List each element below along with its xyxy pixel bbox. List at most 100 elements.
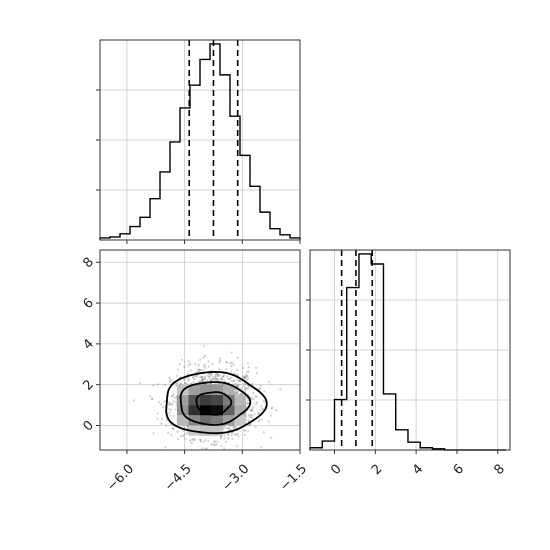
scatter-point	[210, 443, 213, 446]
scatter-point	[204, 366, 207, 369]
scatter-point	[244, 387, 247, 390]
scatter-point	[213, 443, 216, 447]
scatter-point	[217, 375, 220, 378]
scatter-point	[226, 375, 229, 378]
density-cell	[234, 394, 247, 406]
scatter-point	[230, 370, 233, 373]
scatter-point	[226, 432, 230, 436]
scatter-point	[255, 371, 258, 374]
density-cell	[188, 394, 200, 406]
density-cell	[211, 405, 224, 416]
scatter-point	[201, 378, 204, 381]
scatter-point	[203, 345, 206, 348]
scatter-point	[270, 407, 273, 410]
param1-histogram-steps	[309, 253, 506, 451]
scatter-point	[255, 401, 259, 404]
scatter-point	[171, 395, 174, 398]
scatter-point	[197, 368, 201, 372]
scatter-point	[175, 384, 178, 388]
param1-xtick-label-3: 6	[451, 462, 467, 478]
scatter-point	[225, 368, 228, 371]
scatter-point	[254, 403, 258, 406]
param0-histogram-steps	[99, 43, 301, 240]
scatter-point	[223, 373, 226, 376]
scatter-point	[233, 379, 236, 382]
scatter-point	[261, 407, 265, 411]
density-cell	[234, 415, 247, 426]
scatter-point	[246, 402, 249, 405]
scatter-point	[249, 396, 252, 399]
scatter-point	[244, 376, 247, 379]
joint-density-cells	[176, 384, 247, 436]
scatter-point	[195, 375, 198, 378]
scatter-point	[192, 376, 195, 379]
scatter-point	[198, 380, 202, 383]
scatter-point	[252, 405, 255, 409]
scatter-point	[250, 414, 253, 417]
contour-level-2	[179, 381, 252, 426]
scatter-point	[260, 418, 263, 421]
scatter-point	[211, 375, 214, 379]
scatter-point	[203, 354, 206, 358]
scatter-point	[196, 374, 199, 377]
scatter-point	[236, 384, 239, 387]
scatter-point	[246, 387, 249, 390]
scatter-point	[250, 397, 253, 400]
scatter-point	[190, 382, 193, 385]
scatter-point	[227, 377, 230, 380]
scatter-point	[180, 358, 184, 361]
scatter-point	[229, 361, 232, 365]
param1-xtick-label-4: 8	[491, 462, 507, 478]
scatter-point	[206, 379, 209, 382]
scatter-point	[167, 403, 171, 406]
scatter-point	[168, 376, 171, 379]
scatter-point	[188, 439, 192, 442]
joint-ytick-label-4: 8	[81, 255, 97, 271]
joint-density-panel: −6.0 −4.5 −3.0 −1.5 0 2 4 6 8	[81, 249, 310, 495]
scatter-point	[184, 437, 187, 440]
scatter-point	[176, 430, 179, 433]
scatter-point	[232, 425, 236, 429]
joint-xtick-label-3: −1.5	[277, 462, 310, 495]
scatter-point	[201, 375, 204, 379]
density-cell	[223, 415, 235, 426]
scatter-point	[245, 378, 248, 382]
scatter-point	[214, 377, 218, 380]
scatter-point	[182, 429, 185, 432]
scatter-point	[244, 375, 247, 379]
scatter-point	[222, 425, 226, 428]
scatter-point	[250, 409, 253, 412]
scatter-point	[225, 361, 229, 364]
scatter-point	[172, 427, 175, 431]
scatter-point	[204, 376, 207, 379]
scatter-point	[262, 400, 266, 403]
scatter-point	[219, 378, 222, 381]
scatter-point	[165, 419, 168, 422]
scatter-point	[223, 426, 226, 429]
scatter-point	[259, 384, 262, 387]
density-cell	[200, 394, 212, 406]
scatter-point	[224, 360, 228, 363]
scatter-point	[251, 409, 254, 412]
scatter-point	[246, 362, 250, 365]
contour-level-3	[165, 370, 268, 435]
scatter-point	[168, 408, 171, 411]
scatter-point	[220, 444, 223, 448]
scatter-point	[218, 374, 221, 377]
scatter-point	[216, 372, 219, 376]
scatter-point	[186, 372, 189, 375]
scatter-point	[255, 366, 258, 369]
scatter-point	[191, 461, 193, 463]
scatter-point	[252, 391, 255, 394]
scatter-point	[203, 363, 207, 366]
param1-xtick-label-2: 4	[410, 462, 426, 478]
scatter-point	[193, 438, 196, 441]
scatter-point	[230, 376, 233, 379]
scatter-point	[152, 384, 155, 387]
joint-ytick-label-2: 4	[81, 336, 97, 352]
scatter-point	[216, 373, 219, 376]
scatter-point	[219, 359, 222, 362]
scatter-point	[156, 417, 159, 420]
scatter-point	[243, 430, 246, 433]
